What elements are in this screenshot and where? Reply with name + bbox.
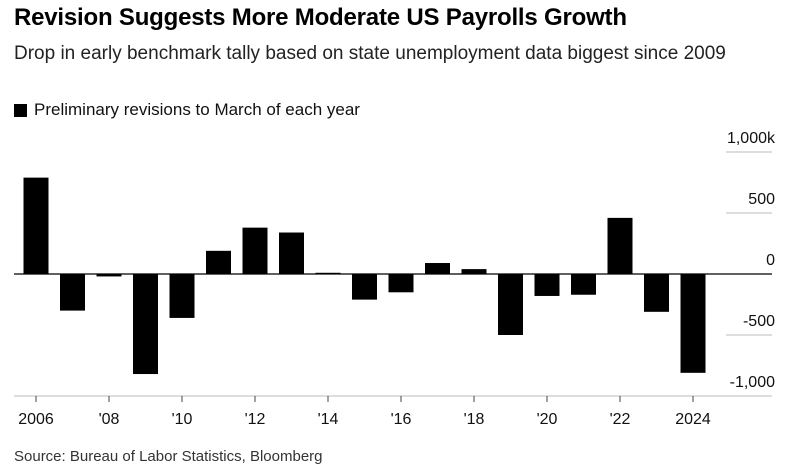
bar-2009 (133, 274, 158, 375)
bar-2010 (169, 274, 195, 318)
y-tick-label: -500 (743, 313, 775, 330)
x-tick-label: '22 (610, 411, 631, 428)
legend-swatch (14, 103, 27, 117)
bar-2021 (571, 274, 596, 295)
bar-2012 (242, 227, 268, 274)
bar-2006 (23, 177, 49, 274)
bar-2008 (96, 274, 122, 277)
y-tick-label: -1,000 (730, 374, 775, 391)
bar-2023 (644, 274, 669, 312)
y-tick-label: 500 (748, 191, 775, 208)
axes: 1,000k 500 0 -500 -1,000 2006 '08 '10 '12 '14 '16 '… (14, 130, 776, 428)
x-tick-label: 2024 (675, 411, 711, 428)
x-tick-label: '20 (537, 411, 558, 428)
x-tick-label: '18 (464, 411, 485, 428)
bar-2011 (206, 250, 231, 274)
y-tick-label: 0 (766, 252, 775, 269)
y-tick-label: 1,000k (727, 130, 776, 147)
x-tick-label: 2006 (18, 411, 54, 428)
bars (23, 177, 706, 375)
bar-2022 (607, 217, 633, 274)
source-note: Source: Bureau of Labor Statistics, Bloo… (14, 448, 323, 465)
bar-2018 (461, 269, 487, 274)
x-tick-label: '14 (318, 411, 339, 428)
bar-2007 (60, 274, 85, 311)
bar-2019 (498, 274, 523, 335)
chart-title: Revision Suggests More Moderate US Payro… (14, 4, 627, 31)
chart-subtitle: Drop in early benchmark tally based on s… (14, 43, 726, 64)
legend: Preliminary revisions to March of each y… (14, 100, 360, 120)
x-tick-label: '08 (99, 411, 120, 428)
x-tick-label: '10 (172, 411, 193, 428)
bar-2017 (425, 263, 450, 274)
bar-2015 (352, 274, 377, 300)
bar-2013 (279, 232, 304, 274)
bar-2024 (680, 274, 706, 373)
x-tick-label: '16 (391, 411, 412, 428)
x-tick-label: '12 (245, 411, 266, 428)
bar-2020 (534, 274, 560, 296)
bar-2016 (388, 274, 414, 293)
legend-label: Preliminary revisions to March of each y… (34, 100, 360, 119)
